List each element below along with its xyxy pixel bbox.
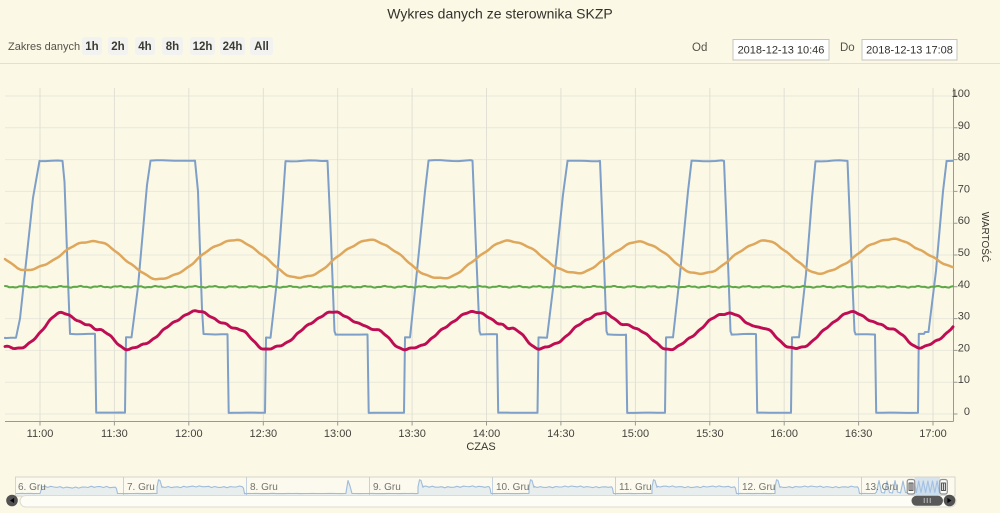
svg-text:30: 30 (958, 311, 970, 323)
svg-text:13. Gru: 13. Gru (865, 482, 898, 493)
svg-text:10: 10 (958, 374, 970, 386)
svg-text:9. Gru: 9. Gru (373, 482, 401, 493)
svg-text:16:30: 16:30 (845, 428, 873, 440)
svg-text:CZAS: CZAS (466, 441, 495, 453)
svg-text:60: 60 (958, 215, 970, 227)
svg-text:40: 40 (958, 279, 970, 291)
svg-text:Zakres danych: Zakres danych (8, 41, 80, 53)
svg-text:WARTOŚĆ: WARTOŚĆ (979, 212, 992, 262)
svg-text:12h: 12h (193, 41, 213, 53)
svg-text:2018-12-13 17:08: 2018-12-13 17:08 (866, 45, 953, 57)
svg-text:Od: Od (692, 42, 707, 54)
svg-text:7. Gru: 7. Gru (127, 482, 155, 493)
svg-text:90: 90 (958, 120, 970, 132)
svg-text:14:30: 14:30 (547, 428, 575, 440)
svg-text:15:00: 15:00 (622, 428, 650, 440)
svg-text:13:30: 13:30 (398, 428, 426, 440)
svg-text:Do: Do (840, 42, 855, 54)
svg-text:1h: 1h (85, 41, 98, 53)
svg-text:11:00: 11:00 (27, 428, 54, 440)
svg-text:8h: 8h (166, 41, 179, 53)
svg-text:15:30: 15:30 (696, 428, 724, 440)
svg-text:All: All (254, 41, 269, 53)
svg-text:11. Gru: 11. Gru (619, 482, 652, 493)
svg-text:11:30: 11:30 (101, 428, 128, 440)
svg-text:17:00: 17:00 (919, 428, 947, 440)
svg-text:50: 50 (958, 247, 970, 259)
svg-text:20: 20 (958, 342, 970, 354)
svg-text:16:00: 16:00 (770, 428, 798, 440)
svg-text:80: 80 (958, 152, 970, 164)
svg-text:100: 100 (952, 88, 970, 100)
svg-text:13:00: 13:00 (324, 428, 352, 440)
svg-text:24h: 24h (223, 41, 243, 53)
svg-text:2h: 2h (111, 41, 124, 53)
svg-text:2018-12-13 10:46: 2018-12-13 10:46 (738, 45, 825, 57)
svg-text:12:00: 12:00 (175, 428, 203, 440)
svg-text:12:30: 12:30 (250, 428, 278, 440)
svg-text:10. Gru: 10. Gru (496, 482, 529, 493)
svg-text:70: 70 (958, 183, 970, 195)
svg-text:Wykres danych ze sterownika SK: Wykres danych ze sterownika SKZP (387, 6, 613, 22)
svg-text:12. Gru: 12. Gru (742, 482, 775, 493)
svg-text:14:00: 14:00 (473, 428, 501, 440)
svg-text:6. Gru: 6. Gru (18, 482, 46, 493)
svg-text:4h: 4h (138, 41, 151, 53)
svg-text:0: 0 (964, 406, 970, 418)
svg-text:8. Gru: 8. Gru (250, 482, 278, 493)
